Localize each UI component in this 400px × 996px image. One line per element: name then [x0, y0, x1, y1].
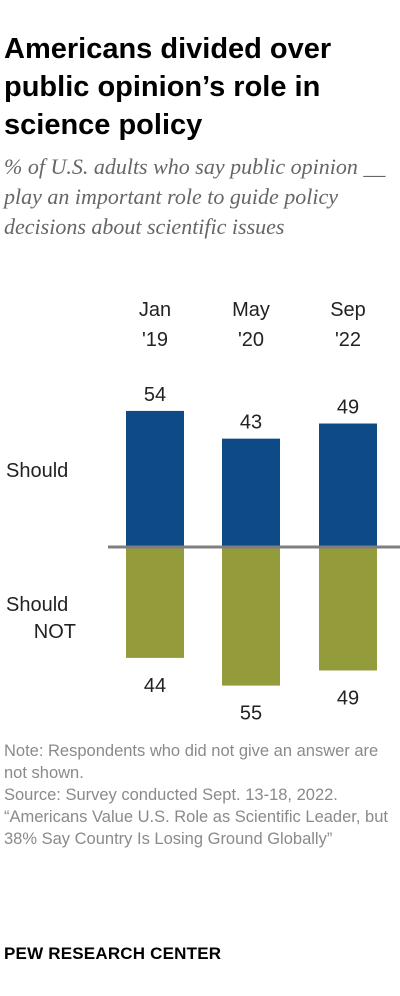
brand-logo-text: PEW RESEARCH CENTER: [4, 944, 222, 963]
bar-should-not: [126, 547, 184, 658]
chart-title: Americans divided over public opinion’s …: [4, 33, 332, 141]
bar-should-not: [319, 547, 377, 671]
report-title: “Americans Value U.S. Role as Scientific…: [4, 808, 388, 848]
source-text: Source: Survey conducted Sept. 13-18, 20…: [4, 786, 338, 804]
chart-subtitle: % of U.S. adults who say public opinion …: [4, 154, 386, 239]
category-label: '19: [142, 329, 168, 351]
data-label: 54: [144, 384, 166, 406]
category-label: Jan: [139, 299, 171, 321]
category-label: '22: [335, 329, 361, 351]
series-label-should: Should: [6, 460, 68, 482]
category-label: '20: [238, 329, 264, 351]
bar-should: [319, 423, 377, 547]
chart-notes: Note: Respondents who did not give an an…: [4, 740, 396, 850]
data-label: 55: [240, 703, 262, 725]
category-label: May: [232, 299, 270, 321]
bar-should: [222, 438, 280, 547]
data-label: 49: [337, 687, 359, 709]
category-label: Sep: [330, 299, 366, 321]
data-label: 44: [144, 675, 166, 697]
note-text: Note: Respondents who did not give an an…: [4, 742, 379, 782]
data-label: 49: [337, 397, 359, 419]
data-label: 43: [240, 412, 262, 434]
series-label-should-not: NOT: [34, 621, 76, 643]
series-label-should-not: Should: [6, 594, 68, 616]
bar-should: [126, 410, 184, 547]
diverging-bar-chart: Jan '19 May '20 Sep '22 54 43 49 44 55 49 Should Shou…: [6, 299, 400, 725]
bar-should-not: [222, 547, 280, 686]
